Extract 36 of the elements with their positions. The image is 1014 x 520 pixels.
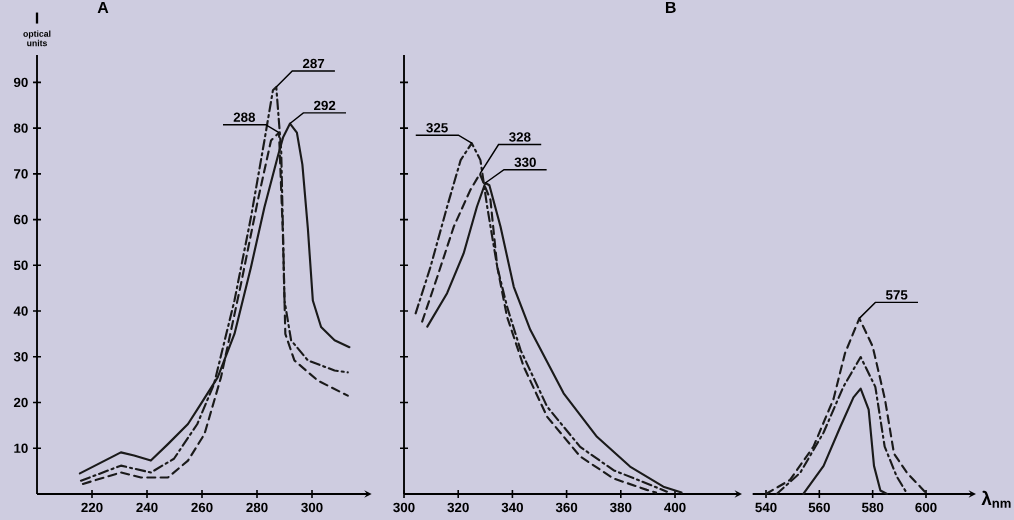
y-axis-title: I — [35, 12, 39, 24]
y-tick-label: 40 — [13, 306, 28, 316]
x-tick-label: 380 — [610, 502, 632, 513]
annotation: 288 — [233, 112, 256, 122]
y-tick-label: 70 — [14, 169, 28, 179]
x-tick-label: 260 — [191, 502, 213, 513]
y-tick-label: 60 — [13, 214, 28, 225]
annotation: 287 — [302, 58, 325, 69]
text: optical units — [23, 30, 51, 47]
chart-title: A — [97, 1, 109, 13]
x-tick-label: 240 — [136, 502, 158, 513]
annotation: 575 — [885, 290, 908, 300]
x-axis-title: λ$_{nm}$ — [981, 490, 1011, 508]
x-tick-label: 400 — [664, 502, 686, 513]
annotation: 325 — [426, 123, 448, 133]
x-tick-label: 560 — [808, 502, 830, 513]
x-tick-label: 580 — [861, 502, 884, 513]
x-tick-label: 320 — [447, 502, 469, 513]
chart-title: B — [665, 1, 676, 13]
y-tick-label: 30 — [13, 352, 28, 362]
y-tick-label: 10 — [14, 443, 28, 453]
annotation: 330 — [514, 157, 536, 167]
y-tick-label: 50 — [13, 260, 28, 271]
x-tick-label: 220 — [81, 502, 103, 513]
y-tick-label: 80 — [13, 123, 28, 133]
x-tick-label: 300 — [393, 502, 415, 513]
x-tick-label: 360 — [555, 502, 578, 513]
annotation: 328 — [509, 132, 531, 142]
x-tick-label: 600 — [915, 502, 937, 513]
y-tick-label: 90 — [13, 77, 28, 88]
x-tick-label: 280 — [246, 502, 268, 513]
x-tick-label: 340 — [501, 502, 523, 513]
x-tick-label: 540 — [755, 502, 777, 513]
y-tick-label: 20 — [13, 397, 28, 408]
annotation: 292 — [314, 100, 336, 111]
x-tick-label: 300 — [301, 502, 323, 513]
